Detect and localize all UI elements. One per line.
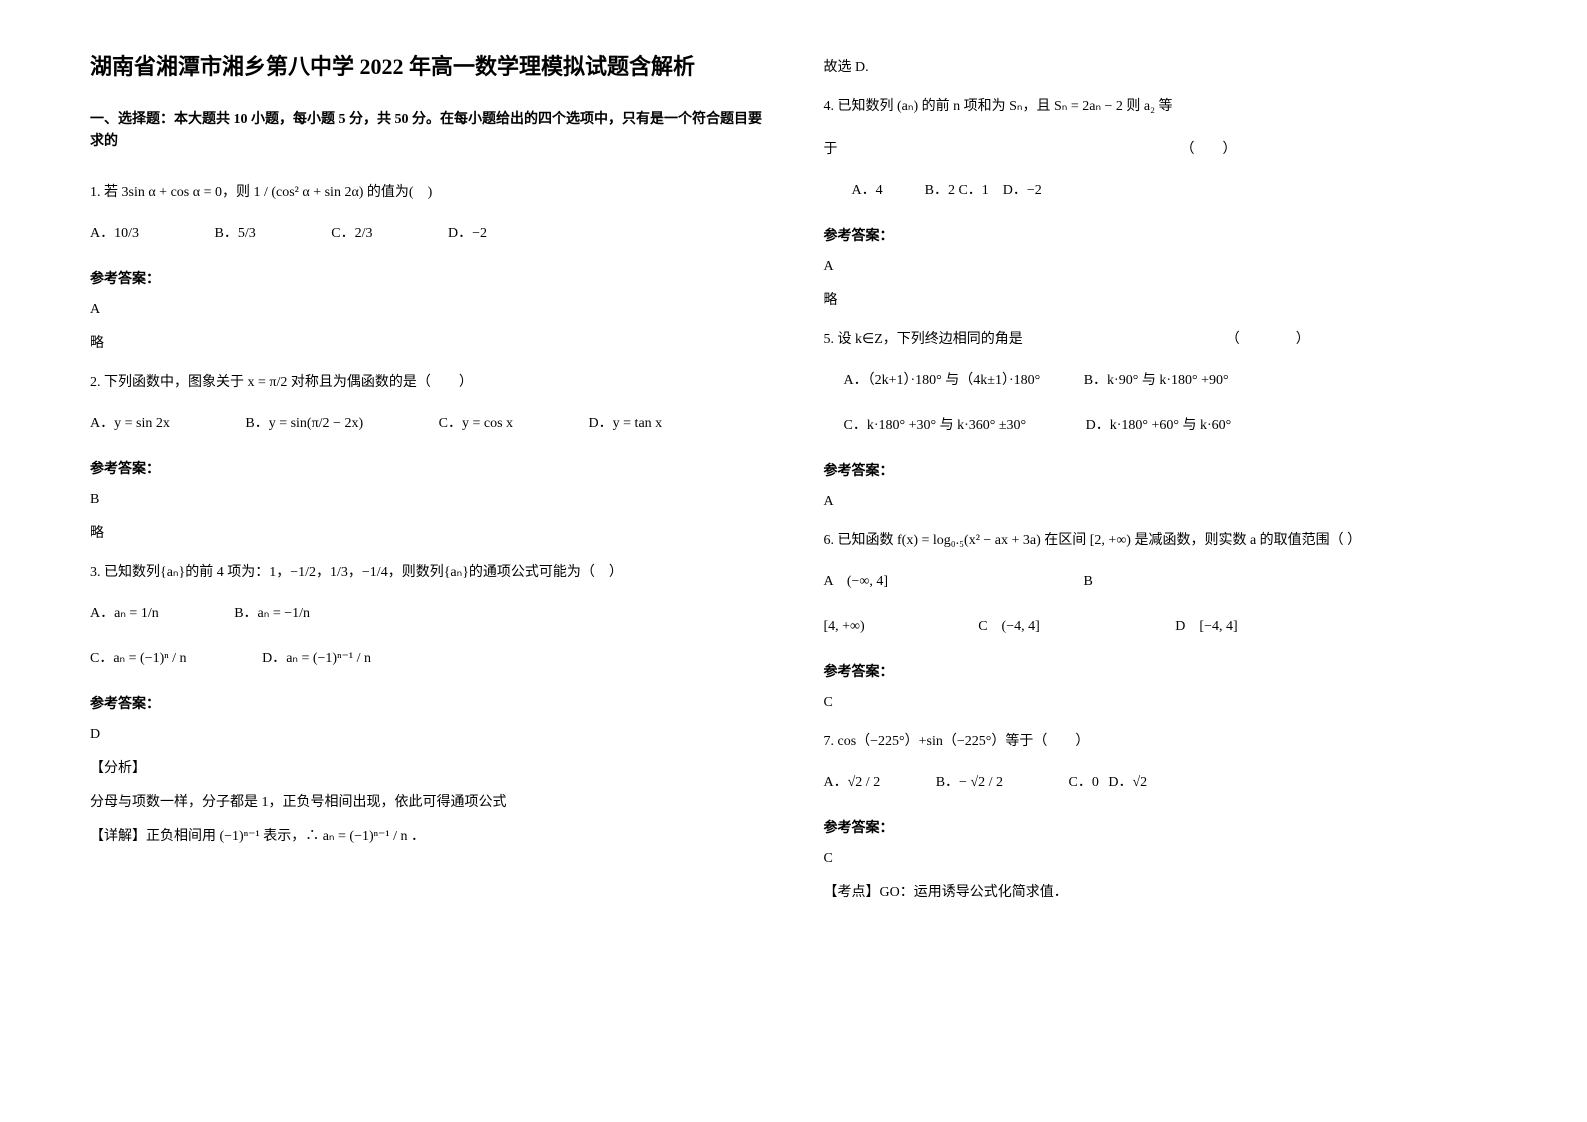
q6-row2: [4, +∞) C (−4, 4] D [−4, 4]	[824, 612, 1498, 643]
q1-opt-b: B．5/3	[215, 219, 292, 250]
q4-stem2: 于 （ ）	[824, 137, 1498, 162]
q3-options-row2: C．aₙ = (−1)ⁿ / n D．aₙ = (−1)ⁿ⁻¹ / n	[90, 644, 764, 675]
right-column: 故选 D. 4. 已知数列 (aₙ) 的前 n 项和为 Sₙ，且 Sₙ = 2a…	[824, 50, 1498, 1072]
q3-stem: 3. 已知数列{aₙ}的前 4 项为：1，−1/2，1/3，−1/4，则数列{a…	[90, 560, 764, 585]
q4-ans: A	[824, 259, 1498, 275]
q3-note1: 分母与项数一样，分子都是 1，正负号相间出现，依此可得通项公式	[90, 791, 764, 811]
q1-c-val: 2/3	[355, 219, 373, 250]
q3-opt-a: A．aₙ = 1/n	[90, 599, 195, 630]
q5-opt-b: B．k·90° 与 k·180° +90°	[1084, 366, 1229, 397]
q5-row1: A．（2k+1）·180° 与（4k±1）·180° B．k·90° 与 k·1…	[824, 366, 1498, 397]
q7-ans: C	[824, 851, 1498, 867]
q6-c-val: (−4, 4]	[1002, 612, 1040, 643]
q3-b-val: aₙ = −1/n	[258, 599, 310, 630]
q1-ans-label: 参考答案：	[90, 268, 764, 288]
q2-a-val: y = sin 2x	[114, 409, 170, 440]
q2-c-val: y = cos x	[462, 409, 513, 440]
q7-opt-c: C．0	[1069, 768, 1099, 799]
q1-a-val: 10/3	[114, 219, 139, 250]
q1-ans: A	[90, 302, 764, 318]
q6-opt-a: A (−∞, 4]	[824, 567, 925, 598]
q3-options-row1: A．aₙ = 1/n B．aₙ = −1/n	[90, 599, 764, 630]
q7-options: A．√2 / 2 B．− √2 / 2 C．0 D．√2	[824, 768, 1498, 799]
q7-topic-tag: 【考点】GO：运用诱导公式化简求值．	[824, 881, 1498, 901]
q2-d-val: y = tan x	[613, 409, 663, 440]
q1-opt-d: D．−2	[448, 219, 523, 250]
q7-ans-label: 参考答案：	[824, 817, 1498, 837]
q2-opt-c: C．y = cos x	[439, 409, 549, 440]
page-title: 湖南省湘潭市湘乡第八中学 2022 年高一数学理模拟试题含解析	[90, 50, 764, 83]
q6-d-val: [−4, 4]	[1199, 612, 1237, 643]
q7-opt-d: D．√2	[1108, 768, 1147, 799]
q2-b-val: y = sin(π/2 − 2x)	[269, 409, 363, 440]
q2-opt-b: B．y = sin(π/2 − 2x)	[245, 409, 399, 440]
q6-ans: C	[824, 695, 1498, 711]
q6-opt-b: B	[1084, 567, 1093, 598]
q5-stem: 5. 设 k∈Z，下列终边相同的角是 （ ）	[824, 327, 1498, 352]
q2-ans: B	[90, 492, 764, 508]
q4-options: A．4 B．2 C．1 D．−2	[824, 176, 1498, 207]
q3-ans-label: 参考答案：	[90, 693, 764, 713]
q6-stem: 6. 已知函数 f(x) = log₀.₅(x² − ax + 3a) 在区间 …	[824, 528, 1498, 553]
q2-stem: 2. 下列函数中，图象关于 x = π/2 对称且为偶函数的是（ ）	[90, 370, 764, 395]
section-1-heading: 一、选择题：本大题共 10 小题，每小题 5 分，共 50 分。在每小题给出的四…	[90, 109, 764, 154]
q5-ans-label: 参考答案：	[824, 460, 1498, 480]
q1-options: A．10/3 B．5/3 C．2/3 D．−2	[90, 219, 764, 250]
q6-opt-b2: [4, +∞)	[824, 612, 865, 643]
q3-opt-c: C．aₙ = (−1)ⁿ / n	[90, 644, 223, 675]
q3-conclusion: 故选 D.	[824, 56, 1498, 76]
q3-d-val: aₙ = (−1)ⁿ⁻¹ / n	[286, 644, 371, 675]
q6-row1: A (−∞, 4] B	[824, 567, 1498, 598]
q3-c-val: aₙ = (−1)ⁿ / n	[113, 644, 186, 675]
q4-ans-label: 参考答案：	[824, 225, 1498, 245]
q2-opt-d: D．y = tan x	[589, 409, 699, 440]
q7-stem: 7. cos（−225°）+sin（−225°）等于（ ）	[824, 729, 1498, 754]
q6-ans-label: 参考答案：	[824, 661, 1498, 681]
q2-ans-label: 参考答案：	[90, 458, 764, 478]
q3-opt-d: D．aₙ = (−1)ⁿ⁻¹ / n	[262, 644, 407, 675]
q2-note: 略	[90, 522, 764, 542]
q6-opt-d: D [−4, 4]	[1175, 612, 1273, 643]
q5-opt-a: A．（2k+1）·180° 与（4k±1）·180°	[844, 366, 1041, 397]
q1-d-val: −2	[472, 219, 487, 250]
q1-note: 略	[90, 332, 764, 352]
q3-a-val: aₙ = 1/n	[114, 599, 159, 630]
q3-analysis-tag: 【分析】	[90, 757, 764, 777]
q4-note: 略	[824, 289, 1498, 309]
q2-opt-a: A．y = sin 2x	[90, 409, 206, 440]
q7-opt-b: B．− √2 / 2	[936, 768, 1039, 799]
q5-row2: C．k·180° +30° 与 k·360° ±30° D．k·180° +60…	[824, 411, 1498, 442]
q5-ans: A	[824, 494, 1498, 510]
q1-opt-a: A．10/3	[90, 219, 175, 250]
q2-options: A．y = sin 2x B．y = sin(π/2 − 2x) C．y = c…	[90, 409, 764, 440]
q7-opt-a: A．√2 / 2	[824, 768, 917, 799]
q3-ans: D	[90, 727, 764, 743]
q1-stem: 1. 若 3sin α + cos α = 0，则 1 / (cos² α + …	[90, 180, 764, 205]
q7-b-val: − √2 / 2	[959, 768, 1003, 799]
q3-opt-b: B．aₙ = −1/n	[234, 599, 346, 630]
q1-b-val: 5/3	[238, 219, 256, 250]
q6-a-val: (−∞, 4]	[847, 567, 888, 598]
q5-opt-c: C．k·180° +30° 与 k·360° ±30°	[844, 411, 1027, 442]
q6-opt-c: C (−4, 4]	[978, 612, 1076, 643]
q3-note2: 【详解】正负相间用 (−1)ⁿ⁻¹ 表示，∴ aₙ = (−1)ⁿ⁻¹ / n …	[90, 825, 764, 845]
q7-a-val: √2 / 2	[848, 768, 881, 799]
q4-stem: 4. 已知数列 (aₙ) 的前 n 项和为 Sₙ，且 Sₙ = 2aₙ − 2 …	[824, 94, 1498, 119]
left-column: 湖南省湘潭市湘乡第八中学 2022 年高一数学理模拟试题含解析 一、选择题：本大…	[90, 50, 764, 1072]
q5-opt-d: D．k·180° +60° 与 k·60°	[1086, 411, 1232, 442]
q1-opt-c: C．2/3	[331, 219, 408, 250]
